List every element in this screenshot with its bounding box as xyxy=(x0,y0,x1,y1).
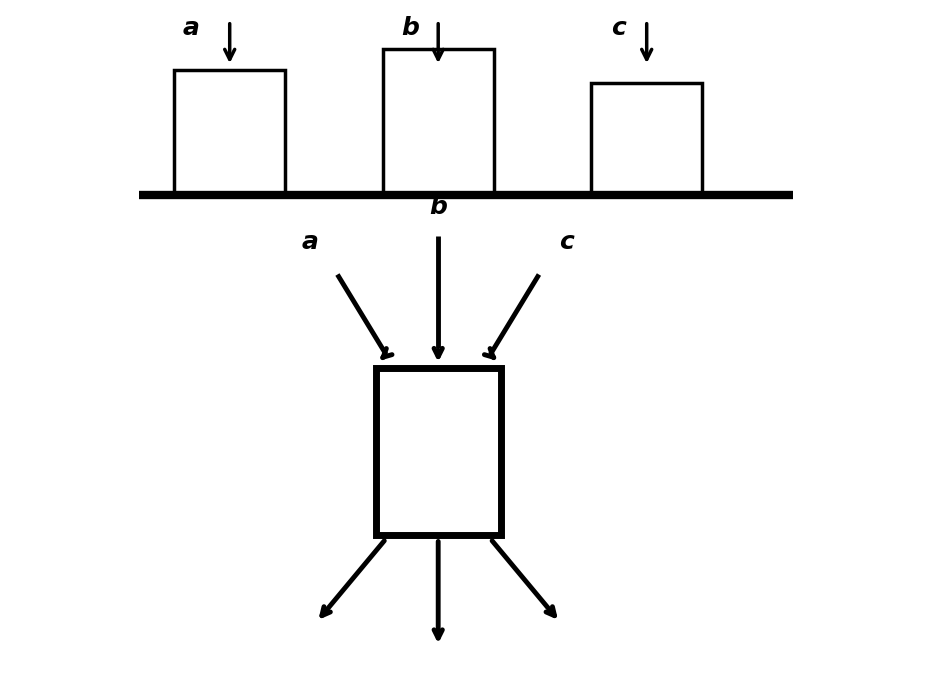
Text: b: b xyxy=(430,195,447,219)
Text: c: c xyxy=(559,229,574,254)
Text: a: a xyxy=(183,16,199,40)
Text: c: c xyxy=(611,16,626,40)
Bar xyxy=(376,368,500,535)
Text: a: a xyxy=(301,229,318,254)
Bar xyxy=(383,49,494,195)
Bar xyxy=(174,70,285,195)
Text: b: b xyxy=(402,16,419,40)
Bar xyxy=(591,83,703,195)
